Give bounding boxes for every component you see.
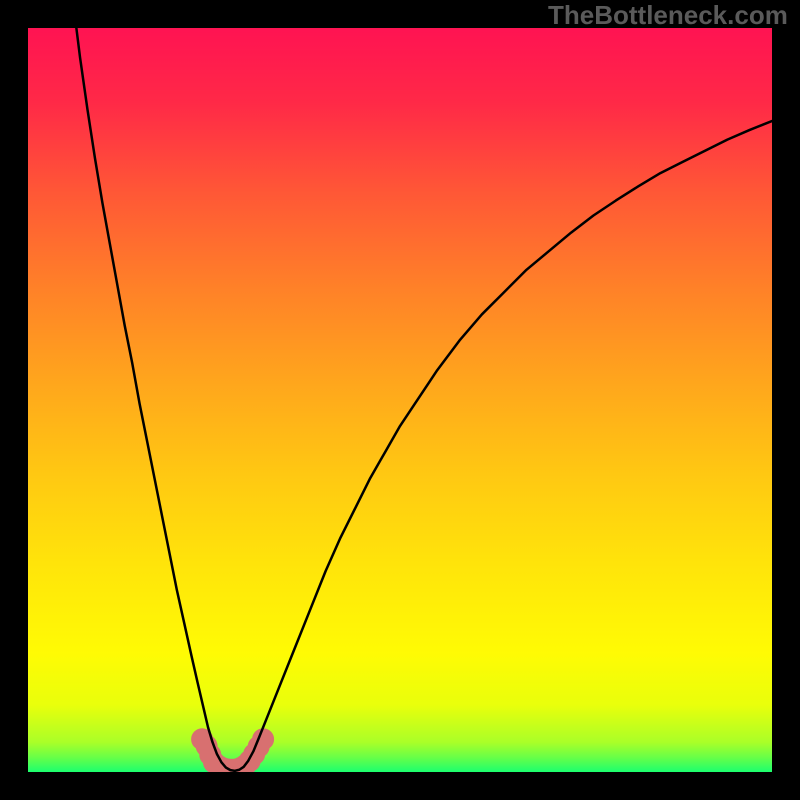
watermark-text: TheBottleneck.com bbox=[548, 0, 788, 31]
chart-canvas bbox=[0, 0, 800, 800]
